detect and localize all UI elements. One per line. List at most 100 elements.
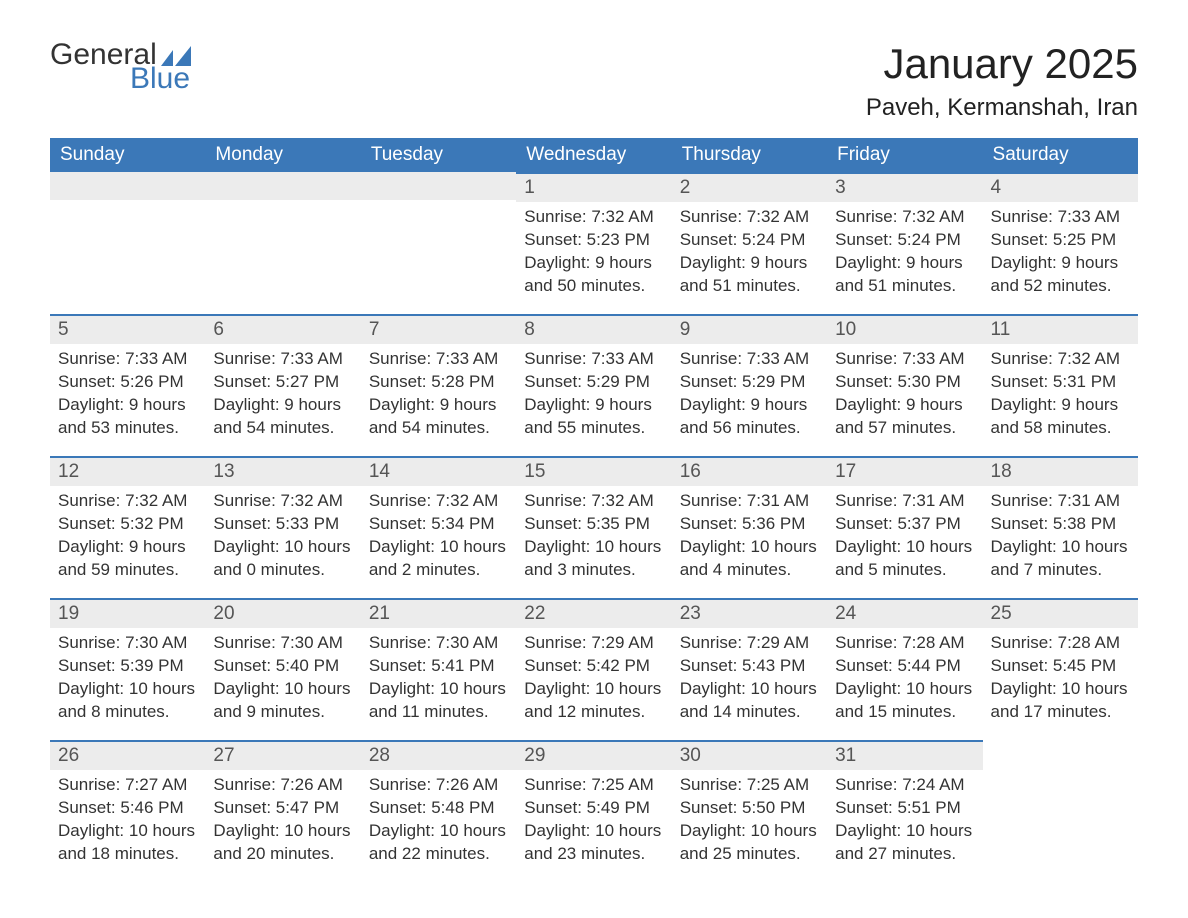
daylight-line: Daylight: 9 hours and 54 minutes. [213,394,352,440]
sunset-line: Sunset: 5:50 PM [680,797,819,820]
day-number: 17 [827,456,982,486]
day-details: Sunrise: 7:25 AMSunset: 5:50 PMDaylight:… [672,770,827,874]
day-cell: 5Sunrise: 7:33 AMSunset: 5:26 PMDaylight… [50,314,205,456]
day-details: Sunrise: 7:32 AMSunset: 5:24 PMDaylight:… [827,202,982,306]
day-cell: 28 Sunrise: 7:26 AMSunset: 5:48 PMDayligh… [361,740,516,882]
daylight-line: Daylight: 10 hours and 3 minutes. [524,536,663,582]
daylight-line: Daylight: 9 hours and 51 minutes. [680,252,819,298]
day-cell: 4Sunrise: 7:33 AMSunset: 5:25 PMDaylight… [983,172,1138,314]
day-header: Saturday [983,138,1138,172]
day-cell: 17Sunrise: 7:31 AMSunset: 5:37 PMDayligh… [827,456,982,598]
day-number: 30 [672,740,827,770]
sunrise-line: Sunrise: 7:32 AM [524,206,663,229]
day-number: 11 [983,314,1138,344]
day-cell: 25Sunrise: 7:28 AMSunset: 5:45 PMDayligh… [983,598,1138,740]
sunset-line: Sunset: 5:48 PM [369,797,508,820]
day-number: 25 [983,598,1138,628]
daylight-line: Daylight: 9 hours and 51 minutes. [835,252,974,298]
sunset-line: Sunset: 5:41 PM [369,655,508,678]
day-cell: 8Sunrise: 7:33 AMSunset: 5:29 PMDaylight… [516,314,671,456]
daylight-line: Daylight: 10 hours and 12 minutes. [524,678,663,724]
day-cell: 31Sunrise: 7:24 AMSunset: 5:51 PMDayligh… [827,740,982,882]
sunrise-line: Sunrise: 7:33 AM [991,206,1130,229]
empty-day-strip [205,172,360,200]
sunrise-line: Sunrise: 7:32 AM [58,490,197,513]
day-cell: 19Sunrise: 7:30 AMSunset: 5:39 PMDayligh… [50,598,205,740]
day-cell [361,172,516,314]
sunrise-line: Sunrise: 7:32 AM [213,490,352,513]
day-cell: 20Sunrise: 7:30 AMSunset: 5:40 PMDayligh… [205,598,360,740]
top-bar: General Blue January 2025 Paveh, Kermans… [50,40,1138,122]
sunset-line: Sunset: 5:47 PM [213,797,352,820]
daylight-line: Daylight: 10 hours and 22 minutes. [369,820,508,866]
day-header: Monday [205,138,360,172]
day-details: Sunrise: 7:31 AMSunset: 5:37 PMDaylight:… [827,486,982,590]
daylight-line: Daylight: 10 hours and 5 minutes. [835,536,974,582]
day-details: Sunrise: 7:31 AMSunset: 5:38 PMDaylight:… [983,486,1138,590]
calendar-body: 1Sunrise: 7:32 AMSunset: 5:23 PMDaylight… [50,172,1138,882]
day-cell: 22Sunrise: 7:29 AMSunset: 5:42 PMDayligh… [516,598,671,740]
day-details: Sunrise: 7:32 AMSunset: 5:24 PMDaylight:… [672,202,827,306]
day-number: 19 [50,598,205,628]
day-number: 8 [516,314,671,344]
sunset-line: Sunset: 5:32 PM [58,513,197,536]
day-cell: 16Sunrise: 7:31 AMSunset: 5:36 PMDayligh… [672,456,827,598]
sunrise-line: Sunrise: 7:33 AM [369,348,508,371]
sunrise-line: Sunrise: 7:26 AM [369,774,508,797]
sunrise-line: Sunrise: 7:31 AM [680,490,819,513]
sunrise-line: Sunrise: 7:30 AM [369,632,508,655]
day-details: Sunrise: 7:30 AMSunset: 5:39 PMDaylight:… [50,628,205,732]
daylight-line: Daylight: 9 hours and 54 minutes. [369,394,508,440]
day-number: 22 [516,598,671,628]
day-number: 9 [672,314,827,344]
day-cell: 10Sunrise: 7:33 AMSunset: 5:30 PMDayligh… [827,314,982,456]
sunrise-line: Sunrise: 7:33 AM [680,348,819,371]
day-number: 14 [361,456,516,486]
day-number: 7 [361,314,516,344]
sunrise-line: Sunrise: 7:33 AM [58,348,197,371]
sunrise-line: Sunrise: 7:27 AM [58,774,197,797]
sunset-line: Sunset: 5:40 PM [213,655,352,678]
day-details: Sunrise: 7:33 AMSunset: 5:29 PMDaylight:… [672,344,827,448]
daylight-line: Daylight: 10 hours and 0 minutes. [213,536,352,582]
day-details: Sunrise: 7:32 AMSunset: 5:35 PMDaylight:… [516,486,671,590]
logo-text-blue: Blue [130,64,191,94]
sunset-line: Sunset: 5:42 PM [524,655,663,678]
day-cell: 2Sunrise: 7:32 AMSunset: 5:24 PMDaylight… [672,172,827,314]
sunset-line: Sunset: 5:31 PM [991,371,1130,394]
day-cell: 27Sunrise: 7:26 AMSunset: 5:47 PMDayligh… [205,740,360,882]
day-number: 24 [827,598,982,628]
day-number: 27 [205,740,360,770]
day-cell: 26Sunrise: 7:27 AMSunset: 5:46 PMDayligh… [50,740,205,882]
daylight-line: Daylight: 9 hours and 53 minutes. [58,394,197,440]
title-block: January 2025 Paveh, Kermanshah, Iran [866,40,1138,122]
sunset-line: Sunset: 5:44 PM [835,655,974,678]
day-cell: 21Sunrise: 7:30 AMSunset: 5:41 PMDayligh… [361,598,516,740]
day-header: Friday [827,138,982,172]
sunrise-line: Sunrise: 7:31 AM [835,490,974,513]
day-details: Sunrise: 7:33 AMSunset: 5:30 PMDaylight:… [827,344,982,448]
daylight-line: Daylight: 10 hours and 18 minutes. [58,820,197,866]
day-cell: 29Sunrise: 7:25 AMSunset: 5:49 PMDayligh… [516,740,671,882]
day-details: Sunrise: 7:28 AMSunset: 5:45 PMDaylight:… [983,628,1138,732]
sunset-line: Sunset: 5:51 PM [835,797,974,820]
sunset-line: Sunset: 5:30 PM [835,371,974,394]
sunrise-line: Sunrise: 7:30 AM [213,632,352,655]
sunrise-line: Sunrise: 7:25 AM [524,774,663,797]
daylight-line: Daylight: 10 hours and 23 minutes. [524,820,663,866]
day-number: 29 [516,740,671,770]
day-number: 21 [361,598,516,628]
day-details: Sunrise: 7:30 AMSunset: 5:41 PMDaylight:… [361,628,516,732]
day-details: Sunrise: 7:32 AMSunset: 5:33 PMDaylight:… [205,486,360,590]
sunrise-line: Sunrise: 7:32 AM [524,490,663,513]
day-number: 16 [672,456,827,486]
day-number: 28 [361,740,516,770]
sunset-line: Sunset: 5:34 PM [369,513,508,536]
sunrise-line: Sunrise: 7:31 AM [991,490,1130,513]
sunset-line: Sunset: 5:24 PM [835,229,974,252]
sunset-line: Sunset: 5:33 PM [213,513,352,536]
day-number: 3 [827,172,982,202]
day-cell: 23Sunrise: 7:29 AMSunset: 5:43 PMDayligh… [672,598,827,740]
sunrise-line: Sunrise: 7:32 AM [680,206,819,229]
day-number: 23 [672,598,827,628]
